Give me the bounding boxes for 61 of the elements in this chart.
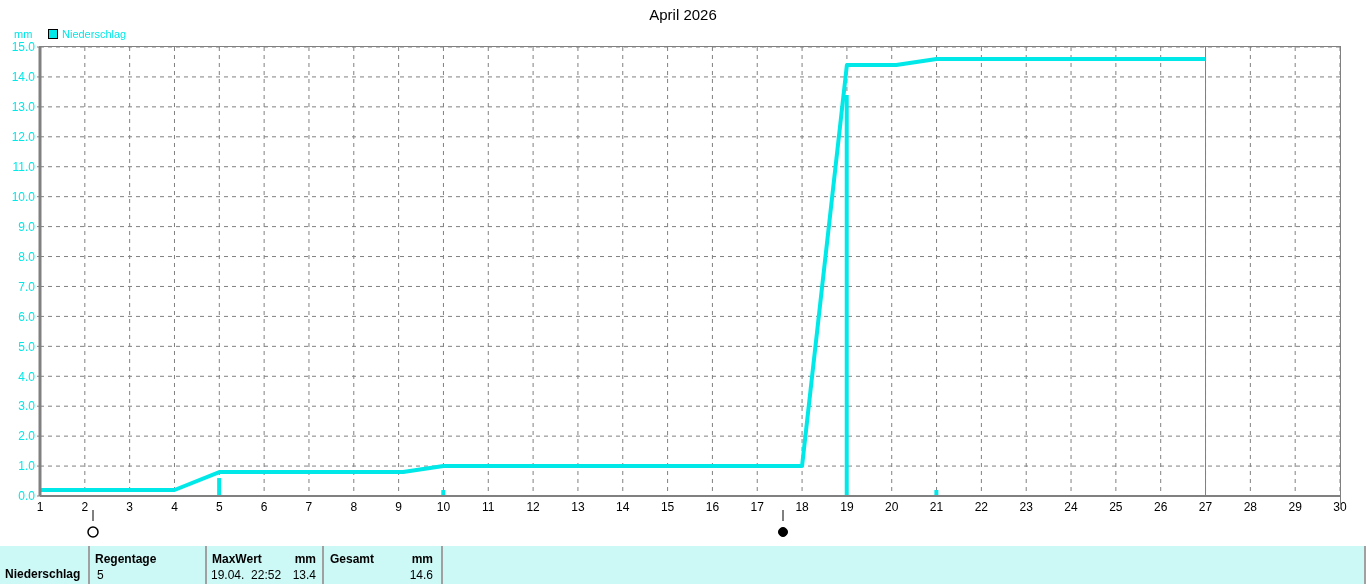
x-tick-label: 26 bbox=[1154, 499, 1168, 514]
x-tick-label: 30 bbox=[1333, 499, 1347, 514]
text: 13.4 bbox=[292, 568, 316, 582]
x-tick-label: 9 bbox=[395, 499, 403, 514]
y-tick-label: 14.0 bbox=[11, 70, 36, 85]
y-tick-label: 15.0 bbox=[11, 40, 36, 55]
x-tick-label: 20 bbox=[885, 499, 899, 514]
legend-label: Niederschlag bbox=[62, 28, 127, 40]
chart-title: April 2026 bbox=[648, 6, 718, 23]
text: 14.6 bbox=[409, 568, 433, 582]
y-tick-label: 8.0 bbox=[18, 249, 36, 264]
x-tick-label: 15 bbox=[660, 499, 675, 514]
x-tick-label: 2 bbox=[81, 499, 89, 514]
x-tick-label: 13 bbox=[571, 499, 585, 514]
y-tick-label: 12.0 bbox=[11, 130, 36, 145]
x-tick-label: 16 bbox=[705, 499, 720, 514]
text: Gesamt bbox=[330, 552, 375, 566]
x-tick-label: 11 bbox=[482, 499, 495, 514]
x-tick-label: 27 bbox=[1198, 499, 1213, 514]
x-tick-label: 6 bbox=[260, 499, 268, 514]
x-tick-label: 25 bbox=[1109, 499, 1123, 514]
text: Niederschlag bbox=[5, 567, 81, 581]
bar bbox=[217, 478, 222, 496]
x-tick-label: 5 bbox=[215, 499, 223, 514]
x-tick-label: 8 bbox=[350, 499, 358, 514]
y-tick-label: 1.0 bbox=[18, 459, 36, 474]
y-tick-label: 0.0 bbox=[18, 489, 36, 504]
x-tick-label: 22 bbox=[974, 499, 989, 514]
x-tick-label: 29 bbox=[1288, 499, 1303, 514]
x-tick-label: 14 bbox=[616, 499, 630, 514]
x-tick-label: 18 bbox=[795, 499, 810, 514]
text: 19.04. 22:52 bbox=[211, 568, 282, 582]
x-tick-label: 3 bbox=[126, 499, 134, 514]
line-series bbox=[40, 56, 1208, 493]
y-tick-label: 13.0 bbox=[11, 100, 36, 115]
y-tick-label: 6.0 bbox=[18, 309, 36, 324]
text: mm bbox=[294, 552, 316, 566]
x-tick-label: 17 bbox=[750, 499, 765, 514]
y-tick-label: 2.0 bbox=[18, 429, 36, 444]
text: 5 bbox=[97, 568, 104, 582]
x-tick-label: 10 bbox=[436, 499, 451, 514]
y-tick-label: 11.0 bbox=[12, 159, 36, 174]
text: Regentage bbox=[95, 552, 157, 566]
x-tick-label: 4 bbox=[171, 499, 179, 514]
x-tick-label: 24 bbox=[1064, 499, 1079, 514]
y-tick-label: 4.0 bbox=[18, 369, 36, 384]
y-tick-label: 7.0 bbox=[18, 279, 36, 294]
x-tick-label: 28 bbox=[1243, 499, 1258, 514]
y-tick-label: 5.0 bbox=[18, 339, 36, 354]
text: MaxWert bbox=[212, 552, 262, 566]
x-tick-label: 19 bbox=[840, 499, 854, 514]
x-tick-label: 12 bbox=[526, 499, 541, 514]
text: mm bbox=[411, 552, 433, 566]
y-tick-label: 10.0 bbox=[11, 189, 36, 204]
x-tick-label: 7 bbox=[305, 499, 313, 514]
x-tick-label: 23 bbox=[1019, 499, 1034, 514]
x-tick-label: 1 bbox=[36, 499, 44, 514]
y-axis-title: mm bbox=[14, 28, 33, 40]
x-tick-label: 21 bbox=[929, 499, 944, 514]
y-tick-label: 3.0 bbox=[18, 399, 36, 414]
y-tick-label: 9.0 bbox=[18, 219, 36, 234]
